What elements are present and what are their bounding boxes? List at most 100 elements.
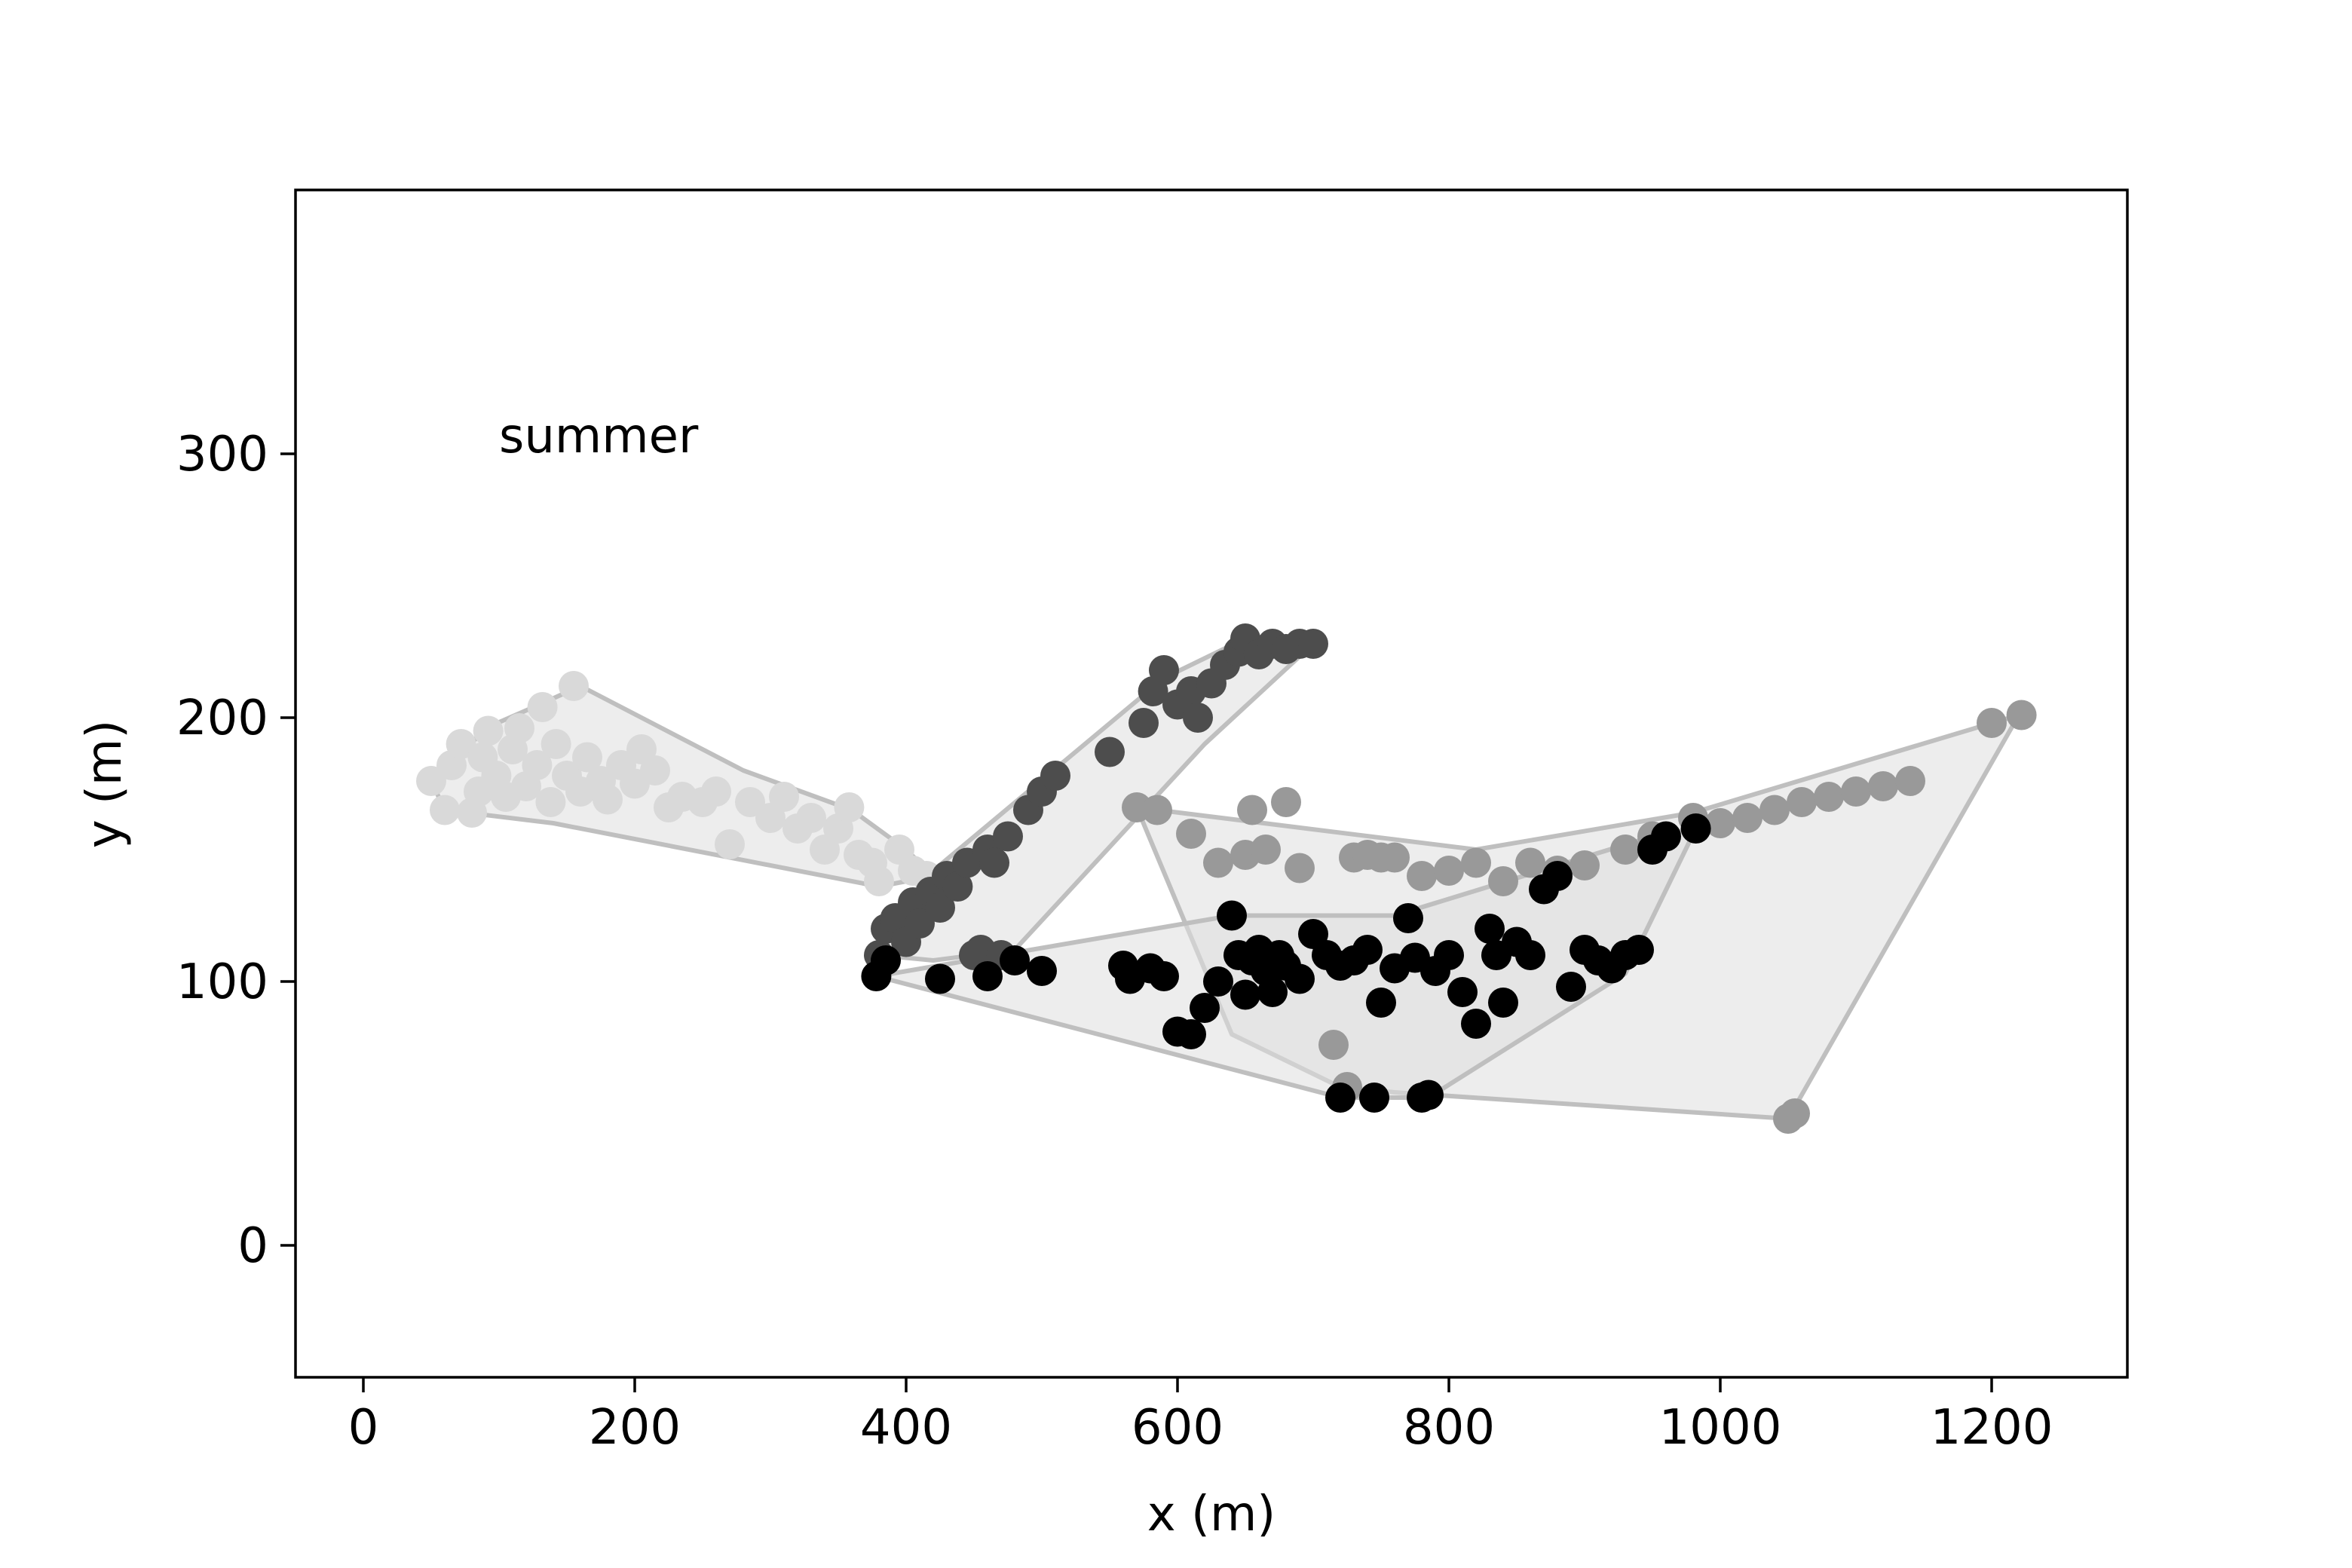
data-point-s4-57	[1680, 813, 1711, 844]
data-point-s4-24	[1285, 963, 1315, 994]
data-point-s4-31	[1359, 1083, 1389, 1113]
data-point-s1-2	[430, 795, 460, 825]
x-tick-label: 800	[1403, 1400, 1495, 1456]
data-point-s3-15	[1380, 842, 1410, 873]
data-point-s3-17	[1434, 856, 1464, 886]
data-point-s4-40	[1447, 977, 1478, 1007]
data-point-s1-16	[535, 787, 566, 817]
data-point-s4-39	[1434, 940, 1464, 970]
data-point-s2-6	[905, 908, 935, 939]
data-point-s1-31	[701, 776, 731, 807]
data-point-s3-2	[1142, 795, 1172, 825]
data-point-s3-35	[1780, 1098, 1810, 1129]
data-point-s4-37	[1413, 1080, 1444, 1110]
data-point-s1-37	[796, 803, 826, 833]
data-point-s1-15	[527, 692, 558, 722]
data-point-s4-49	[1556, 972, 1586, 1002]
data-point-s3-3	[1176, 819, 1206, 849]
data-point-s1-40	[834, 792, 865, 822]
data-point-s4-46	[1515, 940, 1545, 970]
data-point-s2-22	[1129, 708, 1159, 738]
data-point-s4-28	[1325, 1083, 1355, 1113]
data-point-s4-30	[1352, 935, 1383, 965]
annotation-summer: summer	[499, 409, 699, 464]
plot-frame	[294, 188, 2129, 1379]
data-point-s3-32	[1868, 771, 1898, 801]
data-point-s3-29	[1787, 787, 1817, 817]
data-point-s4-17	[1230, 979, 1260, 1010]
data-point-s4-15	[1217, 900, 1247, 931]
x-tick-label: 200	[589, 1400, 681, 1456]
data-point-s1-17	[541, 729, 571, 759]
data-point-s3-16	[1407, 861, 1437, 891]
data-point-s4-12	[1176, 1019, 1206, 1049]
data-point-s3-30	[1814, 782, 1844, 812]
x-tick-label: 1200	[1931, 1400, 2053, 1456]
data-point-s2-27	[1183, 703, 1213, 733]
x-tick-label: 1000	[1659, 1400, 1782, 1456]
data-point-s2-17	[993, 821, 1023, 852]
y-tick-label: 300	[176, 427, 268, 482]
data-point-s3-37	[2006, 700, 2037, 730]
data-point-s1-19	[559, 671, 589, 701]
data-point-s3-36	[1977, 708, 2007, 738]
data-point-s3-19	[1488, 866, 1518, 896]
data-point-s3-27	[1732, 803, 1762, 833]
y-axis-ticks: 0 100 200 300	[176, 427, 296, 1274]
x-tick-label: 400	[860, 1400, 952, 1456]
y-tick-label: 100	[176, 954, 268, 1010]
x-axis-label: x (m)	[1147, 1487, 1276, 1542]
data-point-s4-10	[1149, 961, 1179, 991]
data-point-s3-26	[1705, 808, 1735, 838]
x-axis-ticks: 0 200 400 600 800 1000 1200	[348, 1377, 2053, 1456]
data-point-s4-56	[1651, 821, 1681, 852]
data-point-s1-8	[473, 715, 504, 746]
data-point-s2-8	[925, 893, 955, 923]
data-point-s1-12	[504, 713, 534, 743]
data-point-s3-28	[1759, 795, 1790, 825]
data-point-s4-6	[1027, 956, 1057, 986]
data-point-s3-9	[1285, 853, 1315, 884]
data-point-s3-18	[1461, 847, 1491, 878]
data-point-s4-14	[1203, 966, 1233, 997]
data-point-s4-54	[1624, 935, 1654, 965]
data-point-s4-21	[1257, 977, 1288, 1007]
data-point-s4-42	[1475, 914, 1505, 944]
data-point-s4-41	[1461, 1009, 1491, 1039]
data-point-s1-1	[416, 766, 446, 796]
x-tick-label: 0	[348, 1400, 379, 1456]
data-point-s3-4	[1203, 847, 1233, 878]
data-point-s4-44	[1488, 988, 1518, 1018]
data-point-s1-33	[735, 787, 765, 817]
data-point-s3-10	[1318, 1030, 1349, 1060]
data-point-s1-21	[572, 742, 602, 773]
data-point-s3-31	[1841, 776, 1871, 807]
y-axis-label: y (m)	[77, 720, 133, 849]
data-point-s4-34	[1393, 903, 1423, 933]
y-tick-label: 0	[237, 1218, 268, 1274]
data-point-s1-14	[522, 750, 553, 780]
data-point-s2-15	[979, 847, 1009, 878]
points-layer	[416, 623, 2037, 1134]
y-tick-label: 200	[176, 691, 268, 746]
x-tick-label: 600	[1132, 1400, 1223, 1456]
data-point-s2-36	[1298, 629, 1328, 659]
data-point-s3-7	[1251, 835, 1281, 865]
data-point-s1-27	[640, 755, 670, 786]
data-point-s1-4	[446, 729, 476, 759]
data-point-s4-3	[925, 963, 955, 994]
data-point-s1-43	[864, 866, 894, 896]
data-point-s3-22	[1570, 850, 1600, 880]
data-point-s2-24	[1149, 655, 1179, 685]
data-point-s3-8	[1271, 787, 1301, 817]
data-point-s3-23	[1610, 835, 1640, 865]
data-point-s4-2	[871, 945, 901, 975]
data-point-s4-48	[1542, 861, 1573, 891]
data-point-s3-6	[1237, 795, 1267, 825]
data-point-s1-35	[769, 782, 799, 812]
data-point-s2-20	[1040, 761, 1070, 791]
data-point-s1-23	[593, 784, 623, 815]
data-point-s4-4	[972, 961, 1003, 991]
data-point-s4-32	[1366, 988, 1396, 1018]
